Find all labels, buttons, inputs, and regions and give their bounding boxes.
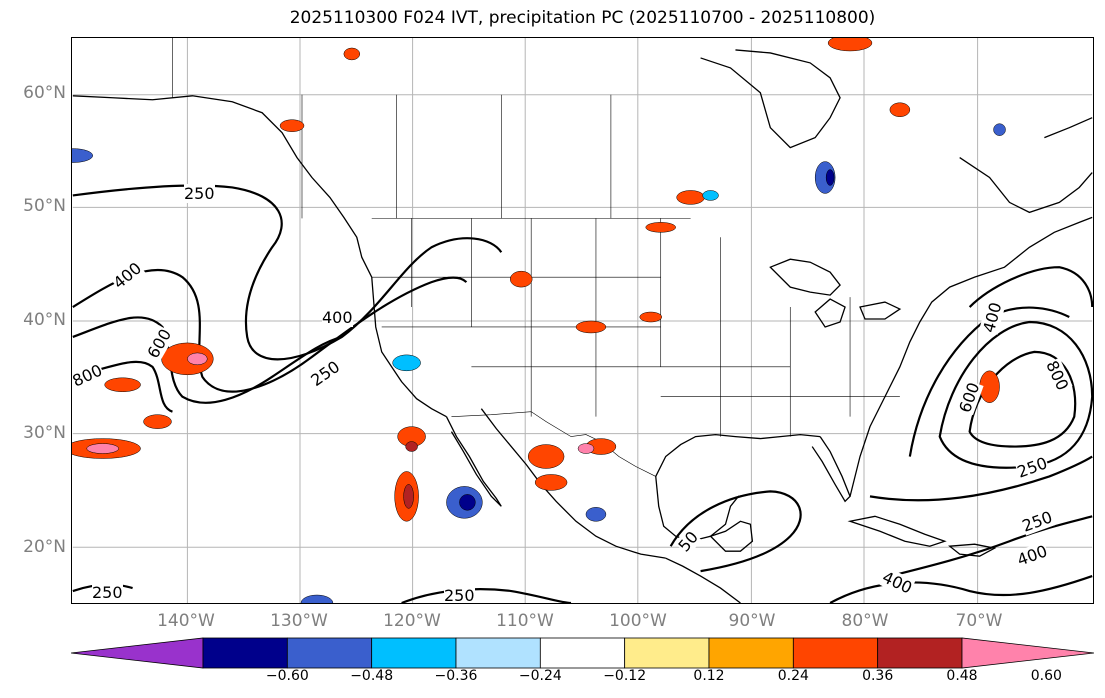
colorbar-extend-high <box>961 637 1094 669</box>
longitude-label: 120°W <box>383 611 441 631</box>
latitude-label: 40°N <box>23 310 66 330</box>
graticule <box>72 38 1093 603</box>
contour-label: 400 <box>322 308 353 327</box>
latitude-label: 50°N <box>23 196 66 216</box>
latitude-label: 20°N <box>23 537 66 557</box>
colorbar-tick-label: 0.48 <box>946 668 978 684</box>
map-canvas <box>72 38 1093 603</box>
contour-label: 250 <box>184 184 215 203</box>
colorbar-tick-label: 0.12 <box>693 668 725 684</box>
colorbar-segment <box>286 637 373 669</box>
colorbar-extend-low <box>71 637 204 669</box>
colorbar-segment <box>792 637 879 669</box>
precip-anomaly-shading <box>72 38 1006 603</box>
colorbar-tick-label: −0.36 <box>434 668 478 684</box>
longitude-label: 100°W <box>609 611 667 631</box>
longitude-label: 70°W <box>955 611 1003 631</box>
colorbar-tick-label: 0.36 <box>862 668 894 684</box>
colorbar-tick-label: −0.24 <box>518 668 562 684</box>
colorbar-tick-label: −0.60 <box>265 668 309 684</box>
colorbar <box>71 637 1094 669</box>
colorbar-tick-label: −0.48 <box>350 668 394 684</box>
coastlines <box>72 49 1093 603</box>
latitude-label: 60°N <box>23 83 66 103</box>
colorbar-segment <box>202 637 288 669</box>
longitude-label: 130°W <box>270 611 328 631</box>
colorbar-segment <box>371 637 457 669</box>
longitude-label: 90°W <box>728 611 776 631</box>
colorbar-tick-label: −0.12 <box>603 668 647 684</box>
colorbar-tick-label: 0.60 <box>1030 668 1062 684</box>
contour-label: 250 <box>92 583 123 602</box>
colorbar-segment <box>708 637 794 669</box>
map-panel: 250 400 600 800 400 250 250 400 600 800 … <box>71 37 1094 604</box>
colorbar-segment <box>539 637 626 669</box>
longitude-label: 140°W <box>157 611 215 631</box>
longitude-label: 80°W <box>841 611 889 631</box>
colorbar-tick-label: 0.24 <box>777 668 809 684</box>
ivt-contours <box>72 184 1093 603</box>
longitude-label: 110°W <box>496 611 554 631</box>
colorbar-segment <box>624 637 710 669</box>
map-title: 2025110300 F024 IVT, precipitation PC (2… <box>289 8 876 28</box>
colorbar-segment <box>455 637 541 669</box>
latitude-label: 30°N <box>23 423 66 443</box>
colorbar-segment <box>877 637 963 669</box>
contour-label: 250 <box>444 586 475 604</box>
boundaries <box>172 38 900 477</box>
